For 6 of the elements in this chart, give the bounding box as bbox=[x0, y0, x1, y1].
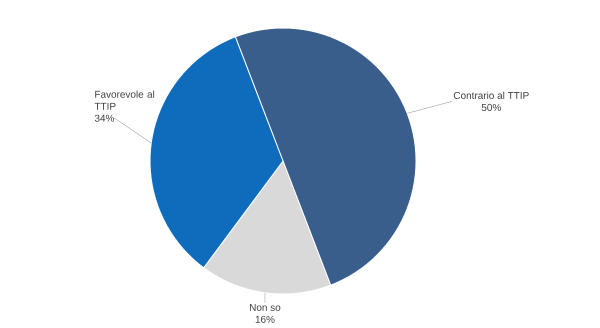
data-label: 50% bbox=[482, 104, 501, 111]
slice-label: Non so bbox=[250, 304, 280, 311]
slice-label: Favorevole al TTIP bbox=[94, 90, 154, 110]
slice-label: Contrario al TTIP bbox=[454, 92, 529, 100]
data-label: 16% bbox=[256, 316, 275, 323]
data-label: 34% bbox=[94, 114, 114, 122]
